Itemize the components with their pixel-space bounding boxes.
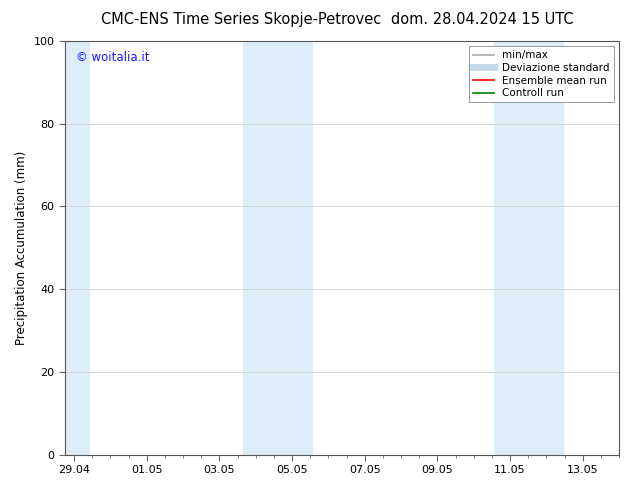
Bar	[494, 41, 563, 455]
Text: dom. 28.04.2024 15 UTC: dom. 28.04.2024 15 UTC	[391, 12, 573, 27]
Text: © woitalia.it: © woitalia.it	[76, 51, 150, 64]
Bar	[65, 41, 89, 455]
Y-axis label: Precipitation Accumulation (mm): Precipitation Accumulation (mm)	[15, 151, 28, 345]
Legend: min/max, Deviazione standard, Ensemble mean run, Controll run: min/max, Deviazione standard, Ensemble m…	[469, 46, 614, 102]
Text: CMC-ENS Time Series Skopje-Petrovec: CMC-ENS Time Series Skopje-Petrovec	[101, 12, 381, 27]
Bar	[243, 41, 312, 455]
